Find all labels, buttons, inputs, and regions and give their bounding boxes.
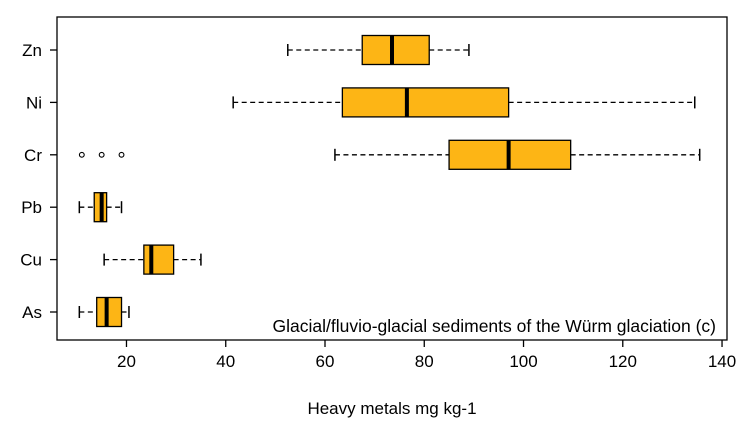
x-tick-label-80: 80 [415,352,434,371]
box-zn [361,34,430,66]
x-axis: 20 40 60 80 100 120 140 [117,340,736,371]
x-axis-title: Heavy metals mg kg-1 [307,399,476,418]
box-as [96,296,123,328]
chart-annotation: Glacial/fluvio-glacial sediments of the … [273,316,717,336]
box-group-zn [287,34,470,66]
plot-frame [56,16,728,341]
box-ni [341,87,510,118]
x-tick-label-140: 140 [708,352,736,371]
y-tick-label-as: As [22,303,42,322]
outlier-cr-2 [98,151,105,158]
y-axis: Zn Ni Cr Pb Cu As [20,41,57,322]
y-tick-label-cr: Cr [24,146,42,165]
y-tick-label-zn: Zn [22,41,42,60]
boxes-layer [78,34,701,328]
y-tick-label-pb: Pb [21,198,42,217]
outlier-cr-1 [78,151,85,158]
x-tick-label-20: 20 [117,352,136,371]
box-cu [143,244,175,275]
x-tick-label-60: 60 [316,352,335,371]
y-tick-label-cu: Cu [20,251,42,270]
x-tick-label-40: 40 [216,352,235,371]
box-group-pb [78,192,123,223]
x-tick-label-100: 100 [509,352,537,371]
box-group-cu [103,244,202,275]
x-tick-label-120: 120 [609,352,637,371]
box-group-as [78,296,130,328]
outlier-cr-3 [118,151,125,158]
box-group-cr [78,139,701,170]
box-group-ni [232,87,696,118]
y-tick-label-ni: Ni [26,93,42,112]
